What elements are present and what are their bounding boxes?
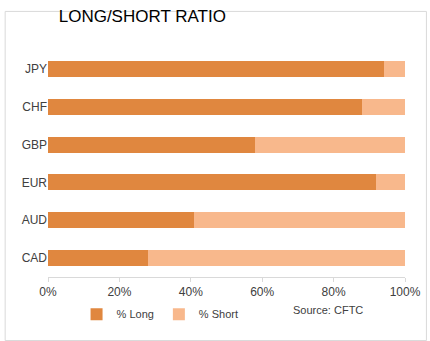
svg-text:CAD: CAD (22, 251, 48, 265)
svg-text:100%: 100% (390, 285, 421, 299)
svg-text:40%: 40% (179, 285, 203, 299)
svg-text:80%: 80% (322, 285, 346, 299)
svg-text:20%: 20% (107, 285, 131, 299)
svg-text:Source: CFTC: Source: CFTC (293, 304, 363, 316)
svg-text:0%: 0% (39, 285, 57, 299)
svg-text:AUD: AUD (22, 213, 48, 227)
svg-text:JPY: JPY (25, 62, 47, 76)
svg-text:60%: 60% (250, 285, 274, 299)
svg-text:% Long: % Long (117, 308, 154, 320)
svg-text:% Short: % Short (199, 308, 238, 320)
svg-text:EUR: EUR (22, 176, 48, 190)
svg-text:CHF: CHF (22, 100, 47, 114)
svg-text:LONG/SHORT RATIO: LONG/SHORT RATIO (59, 7, 226, 26)
svg-text:GBP: GBP (22, 138, 47, 152)
